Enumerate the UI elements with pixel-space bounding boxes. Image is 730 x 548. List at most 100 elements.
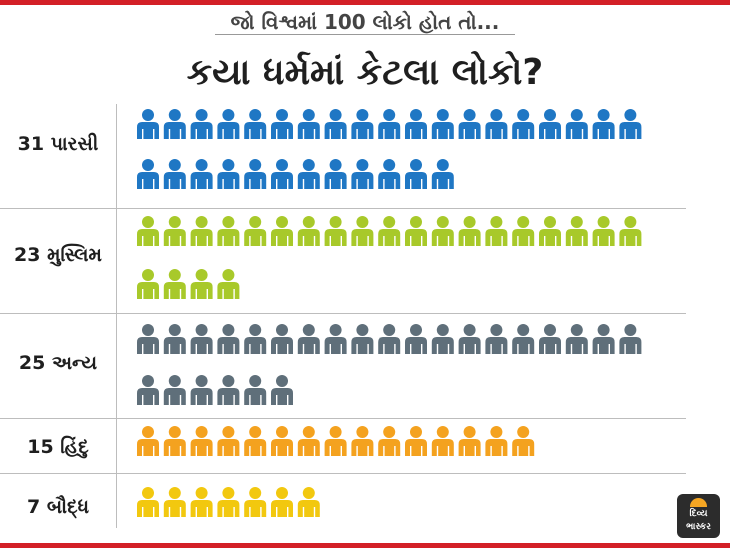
logo-text-line2: ભાસ્કર: [686, 522, 711, 532]
person-icon-other-25: [271, 375, 293, 405]
person-icon-hindu-1: [137, 426, 159, 456]
person-icon-other-13: [458, 324, 481, 354]
person-icon-other-24: [244, 375, 267, 405]
person-icon-other-12: [431, 324, 454, 354]
person-icon-other-17: [565, 324, 588, 354]
person-icon-other-9: [351, 324, 374, 354]
person-icon-other-11: [405, 324, 427, 354]
person-icon-other-16: [539, 324, 561, 354]
row-label-muslim: 23 મુસ્લિમ: [14, 244, 102, 266]
logo-text-line1: દિવ્ય: [689, 509, 708, 519]
chart-title: કયા ધર્મમાં કેટલા લોકો?: [186, 52, 544, 93]
person-icon-parsi-20: [137, 159, 159, 189]
person-icon-parsi-22: [190, 159, 213, 189]
person-icon-other-6: [271, 324, 293, 354]
person-icon-hindu-6: [271, 426, 293, 456]
person-icon-other-1: [137, 324, 159, 354]
person-icon-muslim-13: [458, 216, 481, 246]
person-icon-other-23: [217, 375, 240, 405]
person-icon-parsi-13: [458, 109, 481, 139]
person-icon-other-2: [163, 324, 186, 354]
row-divider-1: [0, 208, 686, 209]
row-divider-3: [0, 418, 686, 419]
person-icon-parsi-3: [190, 109, 213, 139]
person-icon-muslim-16: [539, 216, 561, 246]
person-icon-hindu-10: [378, 426, 401, 456]
person-icon-parsi-27: [324, 159, 347, 189]
person-icon-parsi-25: [271, 159, 293, 189]
person-icon-other-21: [163, 375, 186, 405]
person-icon-muslim-18: [592, 216, 615, 246]
person-icon-hindu-15: [512, 426, 535, 456]
person-icon-parsi-6: [271, 109, 293, 139]
person-icon-parsi-10: [378, 109, 401, 139]
person-icon-muslim-12: [431, 216, 454, 246]
person-icon-other-7: [297, 324, 320, 354]
person-icon-parsi-5: [244, 109, 267, 139]
person-icon-hindu-14: [485, 426, 508, 456]
person-icon-hindu-5: [244, 426, 267, 456]
person-icon-muslim-19: [619, 216, 642, 246]
person-icon-muslim-10: [378, 216, 401, 246]
person-icon-other-22: [190, 375, 213, 405]
person-icon-parsi-1: [137, 109, 159, 139]
person-icon-buddhist-7: [297, 487, 320, 517]
person-icon-hindu-13: [458, 426, 481, 456]
person-icon-muslim-15: [512, 216, 535, 246]
person-icon-buddhist-6: [271, 487, 293, 517]
person-icon-other-20: [137, 375, 159, 405]
person-icon-muslim-11: [405, 216, 427, 246]
divya-bhaskar-logo: દિવ્ય ભાસ્કર: [677, 494, 720, 538]
person-icon-buddhist-2: [163, 487, 186, 517]
person-icon-muslim-9: [351, 216, 374, 246]
person-icon-hindu-8: [324, 426, 347, 456]
person-icon-muslim-5: [244, 216, 267, 246]
person-icon-muslim-6: [271, 216, 293, 246]
person-icon-parsi-8: [324, 109, 347, 139]
person-icon-parsi-29: [378, 159, 401, 189]
person-icon-parsi-11: [405, 109, 427, 139]
row-divider-2: [0, 313, 686, 314]
logo-sun-icon: [690, 498, 707, 507]
person-icon-hindu-9: [351, 426, 374, 456]
person-icon-muslim-1: [137, 216, 159, 246]
person-icon-buddhist-4: [217, 487, 240, 517]
person-icon-hindu-11: [405, 426, 427, 456]
row-label-other: 25 અન્ય: [18, 352, 98, 374]
person-icon-muslim-7: [297, 216, 320, 246]
person-icon-parsi-24: [244, 159, 267, 189]
person-icon-other-4: [217, 324, 240, 354]
row-label-buddhist: 7 બૌદ્ધ: [27, 496, 89, 518]
person-icon-parsi-19: [619, 109, 642, 139]
subtitle-underline: [215, 34, 515, 35]
person-icon-other-10: [378, 324, 401, 354]
person-icon-muslim-23: [217, 269, 240, 299]
person-icon-buddhist-3: [190, 487, 213, 517]
person-icon-parsi-15: [512, 109, 535, 139]
person-icon-parsi-16: [539, 109, 561, 139]
person-icon-parsi-4: [217, 109, 240, 139]
person-icon-muslim-17: [565, 216, 588, 246]
person-icon-other-19: [619, 324, 642, 354]
person-icon-muslim-8: [324, 216, 347, 246]
person-icon-buddhist-1: [137, 487, 159, 517]
person-icon-parsi-28: [351, 159, 374, 189]
person-icon-other-14: [485, 324, 508, 354]
chart-subtitle: જો વિશ્વમાં 100 લોકો હોત તો...: [230, 10, 500, 34]
person-icon-parsi-14: [485, 109, 508, 139]
row-label-hindu: 15 હિંદુ: [27, 436, 89, 458]
person-icon-hindu-2: [163, 426, 186, 456]
person-icon-parsi-21: [163, 159, 186, 189]
person-icon-parsi-9: [351, 109, 374, 139]
person-icon-hindu-4: [217, 426, 240, 456]
person-icon-parsi-12: [431, 109, 454, 139]
person-icon-buddhist-5: [244, 487, 267, 517]
person-icon-hindu-7: [297, 426, 320, 456]
person-icon-muslim-4: [217, 216, 240, 246]
label-column-divider: [116, 104, 117, 528]
person-icon-hindu-3: [190, 426, 213, 456]
person-icon-parsi-18: [592, 109, 615, 139]
person-icon-other-8: [324, 324, 347, 354]
person-icon-muslim-3: [190, 216, 213, 246]
row-divider-4: [0, 473, 686, 474]
